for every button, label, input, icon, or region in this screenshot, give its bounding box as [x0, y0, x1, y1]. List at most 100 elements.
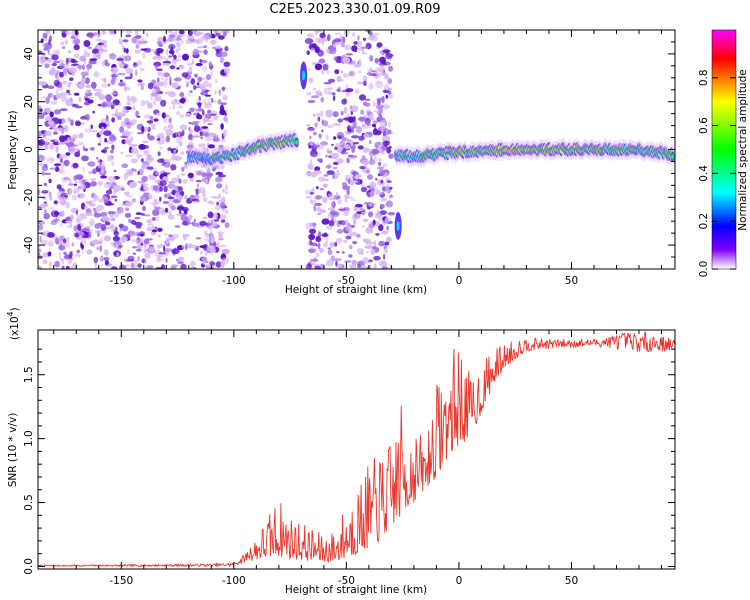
noise-speckle-0: [72, 103, 79, 107]
noise-speckle-1: [344, 44, 351, 51]
noise-speckle-0: [121, 113, 126, 116]
noise-speckle-1: [375, 178, 378, 181]
heatmap-plot-area: [38, 30, 675, 269]
noise-speckle-1: [328, 220, 335, 227]
noise-speckle-0: [127, 249, 130, 254]
noise-speckle-0: [78, 96, 82, 103]
noise-speckle-0: [86, 68, 90, 73]
noise-speckle-1: [358, 135, 365, 141]
noise-speckle-1: [341, 98, 347, 105]
noise-speckle-0: [73, 44, 80, 51]
noise-speckle-1: [358, 116, 367, 122]
noise-speckle-0: [107, 217, 115, 222]
noise-speckle-0: [204, 117, 208, 122]
noise-speckle-1: [325, 109, 334, 115]
noise-speckle-1: [336, 191, 338, 197]
noise-speckle-0: [155, 95, 162, 102]
noise-speckle-0: [54, 237, 60, 245]
noise-speckle-1: [322, 183, 329, 188]
noise-speckle-0: [67, 260, 73, 264]
noise-speckle-0: [38, 189, 41, 196]
noise-speckle-0: [103, 235, 112, 242]
noise-speckle-0: [154, 206, 161, 210]
noise-speckle-0: [154, 64, 159, 70]
noise-speckle-0: [119, 79, 123, 83]
noise-speckle-0: [43, 182, 47, 186]
noise-speckle-0: [85, 113, 90, 121]
noise-speckle-0: [150, 49, 158, 52]
noise-speckle-1: [376, 190, 381, 192]
noise-speckle-0: [89, 220, 94, 227]
noise-speckle-0: [121, 44, 124, 51]
noise-speckle-0: [168, 234, 173, 237]
noise-speckle-0: [39, 236, 42, 242]
noise-speckle-0: [210, 201, 215, 206]
noise-speckle-0: [188, 214, 192, 221]
noise-speckle-1: [388, 53, 391, 56]
noise-speckle-0: [163, 58, 171, 61]
noise-speckle-0: [180, 214, 188, 222]
noise-speckle-0: [101, 31, 107, 35]
noise-speckle-0: [122, 39, 129, 43]
noise-speckle-1: [340, 70, 344, 74]
noise-speckle-0: [188, 66, 193, 74]
noise-speckle-1: [322, 63, 329, 71]
noise-speckle-0: [156, 214, 159, 222]
noise-speckle-0: [140, 85, 144, 91]
noise-speckle-0: [118, 82, 126, 87]
colorbar-tick-label: 0.8: [698, 69, 710, 86]
noise-speckle-0: [114, 30, 117, 34]
noise-speckle-0: [186, 62, 194, 66]
noise-speckle-1: [312, 153, 318, 158]
noise-speckle-1: [387, 121, 392, 128]
noise-speckle-0: [207, 123, 213, 126]
noise-speckle-1: [335, 260, 338, 267]
ridge-core-mark: [671, 154, 675, 159]
noise-speckle-1: [385, 200, 393, 208]
noise-speckle-0: [179, 135, 182, 142]
noise-speckle-0: [100, 255, 104, 262]
noise-speckle-0: [97, 143, 102, 146]
snr-x-tick-label: -150: [109, 575, 133, 587]
noise-speckle-0: [48, 191, 52, 198]
noise-speckle-0: [44, 138, 50, 141]
noise-speckle-1: [313, 113, 316, 117]
noise-speckle-1: [383, 172, 389, 177]
noise-speckle-0: [112, 88, 116, 92]
noise-speckle-1: [356, 233, 361, 238]
noise-speckle-0: [111, 113, 117, 117]
noise-speckle-0: [79, 183, 86, 191]
noise-speckle-0: [117, 116, 122, 121]
noise-speckle-0: [38, 224, 44, 231]
noise-speckle-0: [208, 224, 214, 230]
noise-speckle-0: [140, 38, 146, 45]
noise-speckle-0: [133, 62, 136, 66]
noise-speckle-0: [120, 187, 125, 191]
noise-speckle-0: [181, 130, 185, 136]
noise-speckle-1: [357, 263, 361, 269]
noise-speckle-1: [312, 144, 320, 148]
noise-speckle-0: [204, 131, 210, 138]
noise-speckle-1: [336, 146, 343, 154]
heatmap-x-tick-label: 50: [565, 275, 578, 287]
noise-speckle-1: [385, 140, 388, 148]
noise-speckle-0: [150, 115, 154, 122]
noise-speckle-0: [69, 77, 74, 82]
noise-speckle-1: [345, 224, 353, 232]
noise-speckle-0: [171, 82, 179, 89]
noise-speckle-0: [125, 48, 129, 54]
noise-speckle-0: [168, 196, 174, 200]
noise-speckle-1: [343, 73, 351, 78]
noise-speckle-0: [217, 99, 222, 105]
noise-speckle-0: [218, 35, 225, 40]
noise-speckle-0: [195, 62, 203, 67]
noise-speckle-0: [156, 138, 161, 141]
noise-speckle-0: [193, 125, 201, 133]
noise-speckle-0: [42, 112, 48, 116]
noise-speckle-0: [205, 178, 208, 185]
noise-speckle-0: [100, 102, 108, 108]
noise-speckle-1: [314, 203, 323, 206]
noise-speckle-1: [376, 130, 382, 136]
noise-speckle-0: [120, 73, 124, 77]
noise-speckle-0: [76, 249, 81, 254]
